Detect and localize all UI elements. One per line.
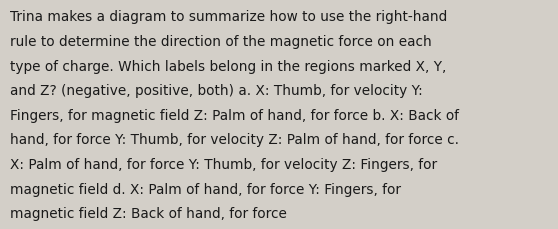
Text: type of charge. Which labels belong in the regions marked X, Y,: type of charge. Which labels belong in t…	[10, 59, 446, 73]
Text: magnetic field d. X: Palm of hand, for force Y: Fingers, for: magnetic field d. X: Palm of hand, for f…	[10, 182, 401, 196]
Text: Fingers, for magnetic field Z: Palm of hand, for force b. X: Back of: Fingers, for magnetic field Z: Palm of h…	[10, 108, 459, 122]
Text: hand, for force Y: Thumb, for velocity Z: Palm of hand, for force c.: hand, for force Y: Thumb, for velocity Z…	[10, 133, 459, 147]
Text: X: Palm of hand, for force Y: Thumb, for velocity Z: Fingers, for: X: Palm of hand, for force Y: Thumb, for…	[10, 157, 437, 171]
Text: and Z? (negative, positive, both) a. X: Thumb, for velocity Y:: and Z? (negative, positive, both) a. X: …	[10, 84, 423, 98]
Text: magnetic field Z: Back of hand, for force: magnetic field Z: Back of hand, for forc…	[10, 206, 287, 220]
Text: rule to determine the direction of the magnetic force on each: rule to determine the direction of the m…	[10, 35, 432, 49]
Text: Trina makes a diagram to summarize how to use the right-hand: Trina makes a diagram to summarize how t…	[10, 10, 448, 24]
